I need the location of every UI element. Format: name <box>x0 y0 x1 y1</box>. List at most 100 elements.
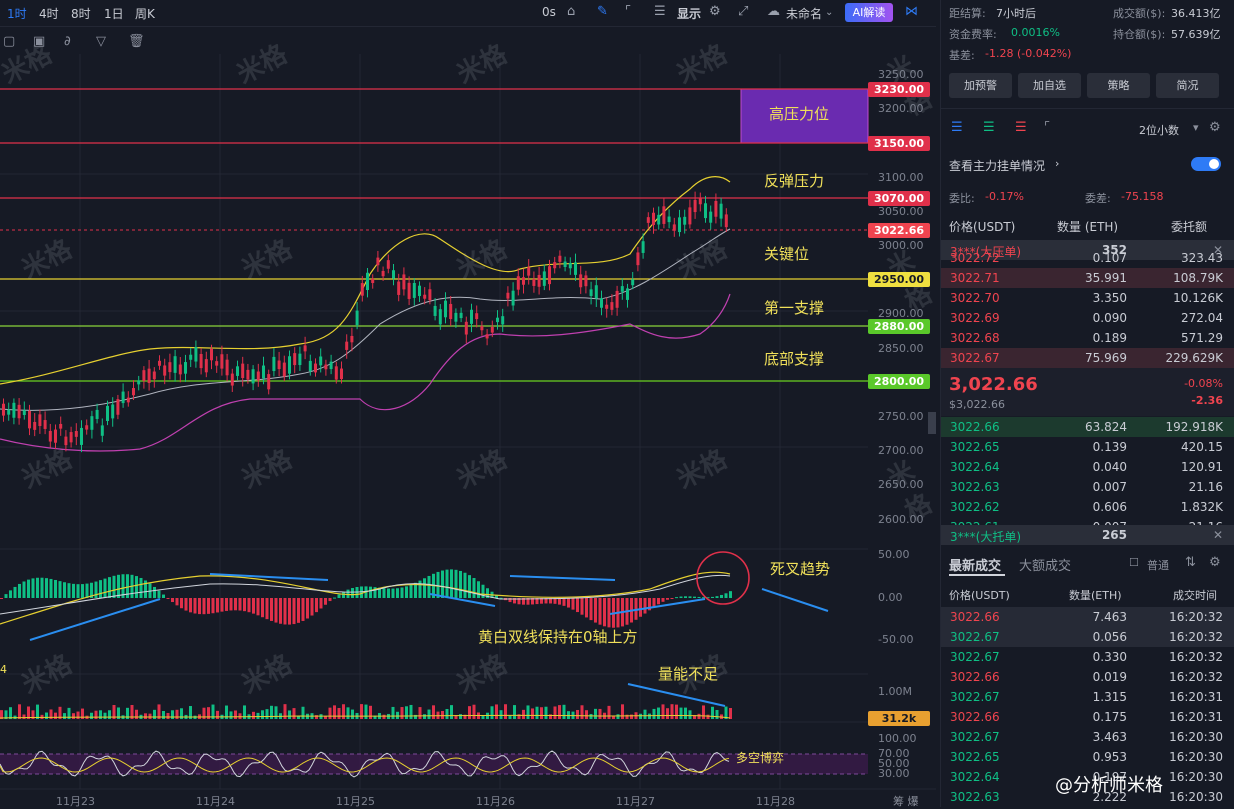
macd-bar <box>337 594 341 598</box>
overview-button[interactable]: 简况 <box>1156 73 1219 98</box>
orderbook-row[interactable]: 3022.64 0.040 120.91 <box>941 457 1234 477</box>
gear-icon[interactable]: ⚙ <box>1209 120 1221 135</box>
pencil-icon[interactable]: ✎ <box>597 4 608 19</box>
orderbook-row[interactable]: 3022.65 0.139 420.15 <box>941 437 1234 457</box>
chevron-down-icon[interactable]: ⌄ <box>825 7 834 18</box>
normal-checkbox[interactable]: ☐ <box>1129 556 1139 569</box>
volume-bar <box>130 705 134 719</box>
orderbook-row[interactable]: 3022.71 35.991 108.79K <box>941 268 1234 288</box>
ask-banner[interactable]: 3***(大压单) 352 ✕ <box>941 240 1234 260</box>
volume-label: 成交额($): <box>1113 7 1166 20</box>
row-qty: 75.969 <box>1085 351 1127 365</box>
volume-bar <box>675 704 678 719</box>
macd-bar <box>589 598 593 621</box>
orderbook-asks-icon[interactable]: ☰ <box>1015 120 1027 135</box>
trade-qty: 0.953 <box>1092 750 1127 764</box>
volume-bar <box>76 711 80 719</box>
volume-bar <box>670 704 674 719</box>
trade-header-qty[interactable]: 数量(ETH) <box>1069 589 1122 602</box>
orderbook-bids-icon[interactable]: ☰ <box>983 120 995 135</box>
candle-body <box>506 292 510 299</box>
timeframe-1w[interactable]: 周K <box>135 7 155 21</box>
volume-bar <box>94 710 98 719</box>
image-icon[interactable]: ▣ <box>33 34 46 49</box>
cloud-icon[interactable]: ☁ <box>767 4 780 19</box>
row-amount: 108.79K <box>1173 271 1223 285</box>
orderbook-trades-icon[interactable]: ⌜ <box>1044 120 1051 135</box>
camera-icon[interactable]: ⌂ <box>567 4 576 19</box>
candle-body <box>215 361 219 366</box>
macd-bar <box>193 598 197 614</box>
stoch-axis-50: 50.00 <box>878 757 910 770</box>
main-orders-toggle[interactable] <box>1191 157 1221 171</box>
timeframe-1h[interactable]: 1时 <box>7 7 27 21</box>
orderbook-row[interactable]: 3022.63 0.007 21.16 <box>941 477 1234 497</box>
volume-bar <box>103 712 107 719</box>
candle-body <box>449 303 453 320</box>
macd-bar <box>427 575 431 598</box>
ob-header-amount[interactable]: 委托额 <box>1171 220 1208 234</box>
magnet-icon[interactable]: ∂ <box>64 34 71 49</box>
main-orders-link[interactable]: 查看主力挂单情况 <box>949 159 1046 173</box>
timeframe-4h[interactable]: 4时 <box>39 7 59 21</box>
volume-bar <box>315 715 318 719</box>
orderbook-row[interactable]: 3022.72 0.107 323.43 <box>941 248 1234 268</box>
filter-icon[interactable]: ▽ <box>96 34 106 49</box>
tab-latest-trades[interactable]: 最新成交 <box>949 559 1002 574</box>
ai-interpret-button[interactable]: AI解读 <box>845 3 893 22</box>
orderbook-row[interactable]: 3022.68 0.189 571.29 <box>941 328 1234 348</box>
trade-row: 3022.66 0.019 16:20:32 <box>941 667 1234 687</box>
share-icon[interactable]: ⋈ <box>905 4 918 19</box>
x-label: 11月24 <box>196 795 235 808</box>
price-chart[interactable]: 米格 米格 米格 米格 米格 米格 米格 米格 米格 米格 米格 米格 米格 米… <box>0 39 937 808</box>
close-icon[interactable]: ✕ <box>1212 243 1223 257</box>
bid-banner[interactable]: 3***(大托单) 265 ✕ <box>941 525 1234 545</box>
macd-bar <box>22 581 26 598</box>
orderbook-row[interactable]: 3022.69 0.090 272.04 <box>941 308 1234 328</box>
lock-icon[interactable]: ▢ <box>3 34 16 49</box>
gear-icon[interactable]: ⚙ <box>709 4 721 19</box>
row-amount: 323.43 <box>1181 251 1223 265</box>
watchlist-button[interactable]: 加自选 <box>1018 73 1081 98</box>
macd-bar <box>463 572 467 598</box>
volume-bar <box>148 713 152 719</box>
crop-icon[interactable]: ⌜ <box>625 4 632 19</box>
trade-time: 16:20:32 <box>1169 670 1223 684</box>
macd-bar <box>693 596 696 598</box>
orderbook-both-icon[interactable]: ☰ <box>951 120 963 135</box>
fullscreen-icon[interactable]: ⤢ <box>738 4 749 19</box>
row-qty: 3.350 <box>1092 291 1127 305</box>
volume-bar <box>441 710 444 719</box>
candle-body <box>147 368 151 383</box>
orderbook-row[interactable]: 3022.70 3.350 10.126K <box>941 288 1234 308</box>
ob-header-qty[interactable]: 数量 (ETH) <box>1057 220 1119 234</box>
orderbook-row[interactable]: 3022.66 63.824 192.918K <box>941 417 1234 437</box>
settings-list-icon[interactable]: ☰ <box>654 4 666 19</box>
orderbook-row[interactable]: 3022.62 0.606 1.832K <box>941 497 1234 517</box>
volume-bar <box>382 714 386 719</box>
timeframe-1d[interactable]: 1日 <box>104 7 124 21</box>
tab-large-trades[interactable]: 大额成交 <box>1019 559 1072 574</box>
macd-bar <box>369 586 372 598</box>
candle-body <box>22 410 26 416</box>
orderbook-row[interactable]: 3022.67 75.969 229.629K <box>941 348 1234 368</box>
timeframe-8h[interactable]: 8时 <box>71 7 91 21</box>
gear-icon[interactable]: ⚙ <box>1209 555 1221 570</box>
chevron-down-icon[interactable]: ▾ <box>1193 121 1199 134</box>
volume-bar <box>549 714 552 719</box>
volume-bar <box>261 710 264 719</box>
precision-select[interactable]: 2位小数 <box>1139 124 1179 137</box>
volume-axis: 1.00M <box>878 685 912 698</box>
ob-header-price: 价格(USDT) <box>949 220 1016 234</box>
display-menu[interactable]: 显示 <box>677 7 702 21</box>
layout-name[interactable]: 未命名 <box>786 7 823 21</box>
strategy-button[interactable]: 策略 <box>1087 73 1150 98</box>
volume-bar <box>135 709 138 719</box>
volume-bar <box>324 715 327 719</box>
volume-bar <box>333 705 336 719</box>
candle-body <box>298 353 302 366</box>
sort-icon[interactable]: ⇅ <box>1185 555 1196 570</box>
close-icon[interactable]: ✕ <box>1212 528 1223 542</box>
trash-icon[interactable]: 🗑 <box>128 34 145 49</box>
alert-button[interactable]: 加预警 <box>949 73 1012 98</box>
